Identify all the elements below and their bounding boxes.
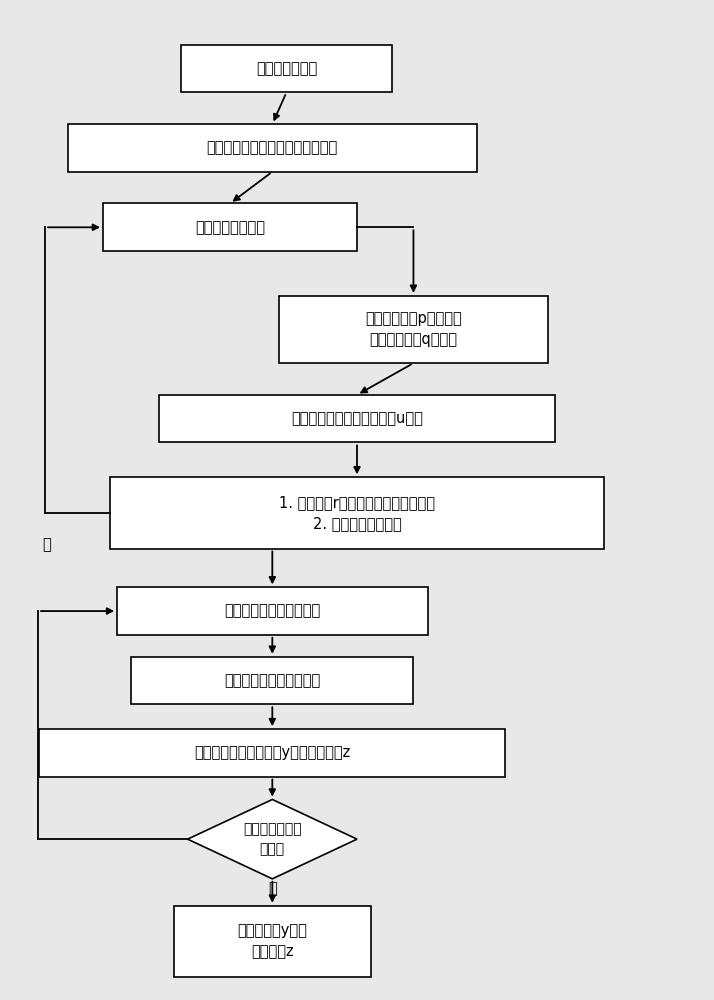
FancyBboxPatch shape: [279, 296, 548, 363]
FancyBboxPatch shape: [174, 906, 371, 977]
FancyBboxPatch shape: [117, 587, 428, 635]
FancyBboxPatch shape: [159, 395, 555, 442]
Text: 是: 是: [268, 881, 277, 896]
Polygon shape: [188, 799, 357, 879]
FancyBboxPatch shape: [110, 477, 604, 549]
Text: 判断是否达到停
止条件: 判断是否达到停 止条件: [243, 822, 301, 856]
Text: 执行种群进化策略: 执行种群进化策略: [195, 220, 265, 235]
Text: 将所有族群混合构成种群: 将所有族群混合构成种群: [224, 604, 321, 619]
Text: 否: 否: [42, 537, 51, 552]
FancyBboxPatch shape: [131, 657, 413, 704]
FancyBboxPatch shape: [68, 124, 477, 172]
Text: 初始化算法参数: 初始化算法参数: [256, 61, 317, 76]
Text: 将种群分割成p个族群，
每个族群包含q个个体: 将种群分割成p个族群， 每个族群包含q个个体: [365, 311, 462, 347]
Text: 输出最好解y和最
好目标值z: 输出最好解y和最 好目标值z: [237, 923, 307, 959]
Text: 对每个族群，执行如下操作u次：: 对每个族群，执行如下操作u次：: [291, 411, 423, 426]
Text: 更新当前获得的最好解y和最好目标值z: 更新当前获得的最好解y和最好目标值z: [194, 745, 351, 760]
Text: 执行所有种群的学习策略: 执行所有种群的学习策略: [224, 673, 321, 688]
FancyBboxPatch shape: [103, 203, 357, 251]
FancyBboxPatch shape: [39, 729, 506, 777]
Text: 1. 随机选择r个个体以构造一个子族群
2. 对子族群执行搜索: 1. 随机选择r个个体以构造一个子族群 2. 对子族群执行搜索: [279, 495, 435, 531]
Text: 初始化种群，并评价个体的目标值: 初始化种群，并评价个体的目标值: [206, 140, 338, 155]
FancyBboxPatch shape: [181, 45, 392, 92]
